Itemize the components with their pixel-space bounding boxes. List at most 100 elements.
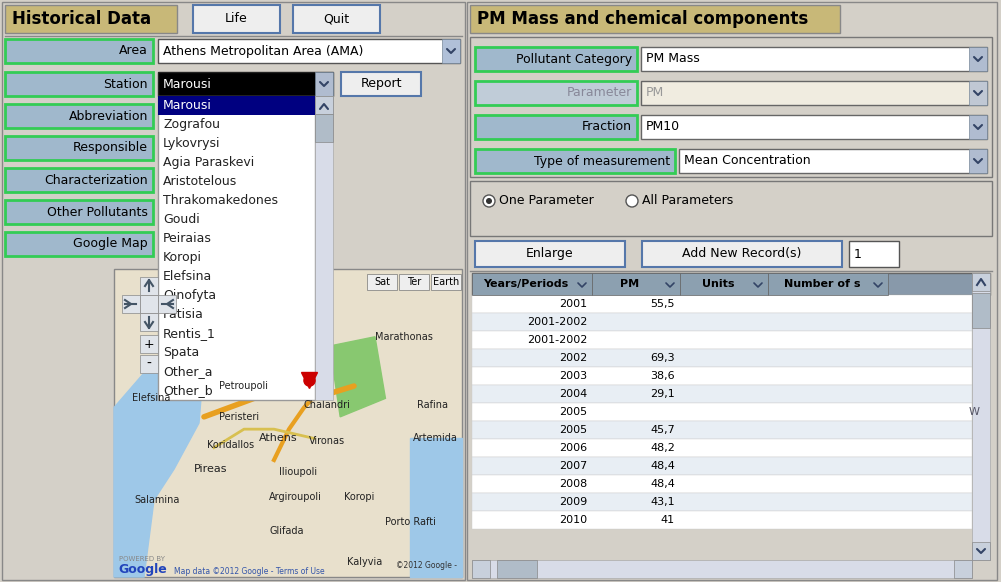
Bar [472,295,972,313]
Bar [158,96,315,115]
Bar [641,115,987,139]
Bar [472,403,972,421]
Text: 2007: 2007 [559,461,587,471]
Text: Pollutant Category: Pollutant Category [516,52,632,66]
Bar [679,149,987,173]
Bar [475,241,625,267]
Text: PM Mass and chemical components: PM Mass and chemical components [477,10,808,28]
Bar [467,2,997,580]
Bar [122,295,140,313]
Bar [114,269,462,577]
Text: Earth: Earth [432,277,459,287]
Bar [341,72,421,96]
Bar [472,560,490,578]
Text: ©2012 Google -: ©2012 Google - [396,560,457,570]
Bar [470,181,992,236]
Bar [472,439,972,457]
Text: All Parameters: All Parameters [642,194,734,208]
Text: Glifada: Glifada [269,526,303,536]
Text: Patisia: Patisia [163,308,204,321]
Bar [475,81,637,105]
Bar [158,96,315,400]
Text: Other_b: Other_b [163,384,212,397]
Bar [680,273,768,295]
Text: 45,7: 45,7 [651,425,675,435]
Bar [472,331,972,349]
Text: Spata: Spata [163,346,199,359]
Text: 1: 1 [854,247,862,261]
Text: Petroupoli: Petroupoli [219,381,268,391]
Bar [399,274,429,290]
Text: 2004: 2004 [559,389,587,399]
Text: Chalandri: Chalandri [304,399,351,410]
Text: Historical Data: Historical Data [12,10,151,28]
Bar [158,295,176,313]
Text: 48,4: 48,4 [650,461,675,471]
Text: Marathonas: Marathonas [375,332,432,342]
Text: Number of s: Number of s [784,279,860,289]
Bar [972,542,990,560]
Bar [158,39,460,63]
Bar [972,273,990,560]
Circle shape [486,198,492,204]
Text: Fraction: Fraction [582,120,632,133]
Text: Kalyvia: Kalyvia [347,556,382,567]
Text: Vironas: Vironas [309,436,345,446]
Text: POWERED BY: POWERED BY [119,556,165,562]
Bar [5,39,153,63]
Bar [5,168,153,192]
Text: 2001-2002: 2001-2002 [527,335,587,345]
Bar [5,104,153,128]
Bar [470,5,840,33]
Text: -: - [146,357,151,371]
Bar [315,114,333,142]
Bar [472,421,972,439]
Bar [472,560,972,578]
Text: 48,2: 48,2 [650,443,675,453]
Bar [472,457,972,475]
Polygon shape [409,438,462,577]
Text: Other Pollutants: Other Pollutants [47,205,148,218]
Bar [5,5,177,33]
Text: 41: 41 [661,515,675,525]
Text: Google: Google [118,562,167,576]
Bar [315,96,333,114]
Bar [969,47,987,71]
Bar [969,149,987,173]
Text: Rafina: Rafina [416,399,447,410]
Polygon shape [329,337,385,417]
Text: 2005: 2005 [559,407,587,417]
Text: PM: PM [646,87,665,100]
Polygon shape [114,346,204,577]
Text: Oinofyta: Oinofyta [163,289,216,302]
Bar [315,96,333,400]
Bar [768,273,888,295]
Text: Rentis_1: Rentis_1 [163,327,216,340]
Text: 2001-2002: 2001-2002 [527,317,587,327]
Text: Units: Units [702,279,735,289]
Bar [442,39,460,63]
Bar [431,274,461,290]
Bar [315,72,333,96]
Text: Zografou: Zografou [163,118,220,131]
Text: Porto Rafti: Porto Rafti [385,517,436,527]
Text: Thrakomakedones: Thrakomakedones [163,194,278,207]
Text: 2005: 2005 [559,425,587,435]
Text: One Parameter: One Parameter [499,194,594,208]
Text: Google Map: Google Map [73,237,148,250]
Text: Ilioupoli: Ilioupoli [279,467,317,477]
Text: 29,1: 29,1 [651,389,675,399]
Bar [475,149,675,173]
Text: PM Mass: PM Mass [646,52,700,66]
Text: Agia Paraskevi: Agia Paraskevi [163,156,254,169]
Bar [472,493,972,511]
Bar [470,37,992,177]
Bar [849,241,899,267]
Bar [140,355,158,373]
Text: 38,6: 38,6 [651,371,675,381]
Bar [954,560,972,578]
Bar [5,232,153,256]
Bar [969,115,987,139]
Bar [642,241,842,267]
Text: Add New Record(s): Add New Record(s) [683,247,802,261]
